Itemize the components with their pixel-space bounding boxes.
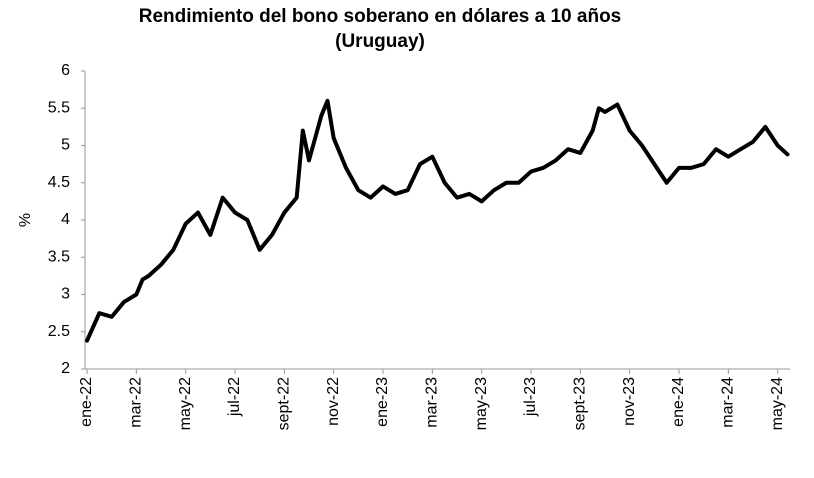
y-tick-label: 3.5 [48, 248, 70, 265]
x-tick-label: may-23 [473, 377, 490, 430]
y-tick-label: 2.5 [48, 323, 70, 340]
y-axis-label: % [17, 213, 34, 227]
y-tick-label: 4.5 [48, 174, 70, 191]
y-tick-label: 3 [61, 286, 70, 303]
y-tick-label: 6 [61, 62, 70, 79]
line-series [85, 98, 790, 343]
x-tick-label: jul-22 [226, 377, 243, 417]
x-tick-label: mar-22 [128, 377, 145, 428]
x-tick-label: ene-23 [374, 377, 391, 427]
x-tick-label: ene-24 [670, 377, 687, 427]
x-tick-label: nov-23 [621, 377, 638, 426]
x-tick-label: mar-24 [720, 377, 737, 428]
y-tick-label: 5 [61, 137, 70, 154]
chart-title: Rendimiento del bono soberano en dólares… [139, 6, 622, 27]
chart-subtitle: (Uruguay) [335, 31, 425, 52]
y-tick-label: 5.5 [48, 99, 70, 116]
x-tick-label: ene-22 [78, 377, 95, 427]
x-tick-label: mar-23 [424, 377, 441, 428]
x-tick-label: may-22 [177, 377, 194, 430]
y-tick-label: 2 [61, 360, 70, 377]
x-tick-label: sept-23 [572, 377, 589, 430]
x-tick-label: sept-22 [276, 377, 293, 430]
x-tick-label: jul-23 [522, 377, 539, 417]
x-tick-label: may-24 [769, 377, 786, 430]
x-tick-label: nov-22 [325, 377, 342, 426]
y-tick-label: 4 [61, 211, 70, 228]
